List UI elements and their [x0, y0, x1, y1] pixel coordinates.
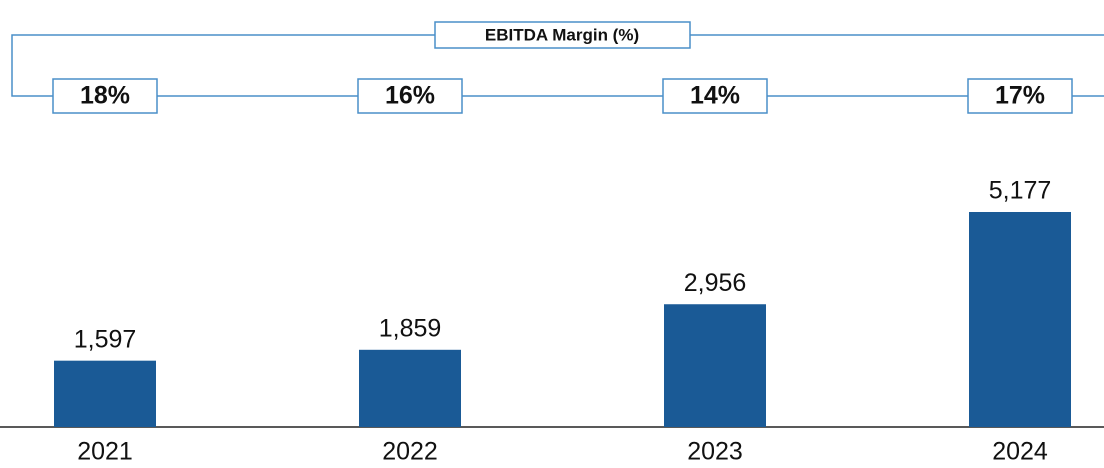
x-tick-label: 2022	[382, 438, 438, 466]
margin-label: 18%	[80, 82, 130, 110]
x-tick-label: 2024	[992, 438, 1048, 466]
bar	[54, 360, 156, 427]
margin-bracket	[11, 34, 1104, 97]
bar	[359, 349, 461, 427]
value-label: 1,859	[379, 314, 442, 342]
value-label: 1,597	[74, 325, 137, 353]
margin-box	[662, 78, 768, 114]
margin-label: 14%	[690, 82, 740, 110]
bar	[664, 304, 766, 427]
margin-label: 17%	[995, 82, 1045, 110]
margin-box	[357, 78, 463, 114]
margin-title: EBITDA Margin (%)	[485, 25, 639, 44]
x-tick-label: 2023	[687, 438, 743, 466]
value-label: 5,177	[989, 177, 1052, 205]
margin-title-box	[434, 21, 691, 49]
bar	[969, 212, 1071, 427]
x-tick-label: 2021	[77, 438, 133, 466]
margin-label: 16%	[385, 82, 435, 110]
margin-box	[967, 78, 1073, 114]
margin-box	[52, 78, 158, 114]
value-label: 2,956	[684, 269, 747, 297]
